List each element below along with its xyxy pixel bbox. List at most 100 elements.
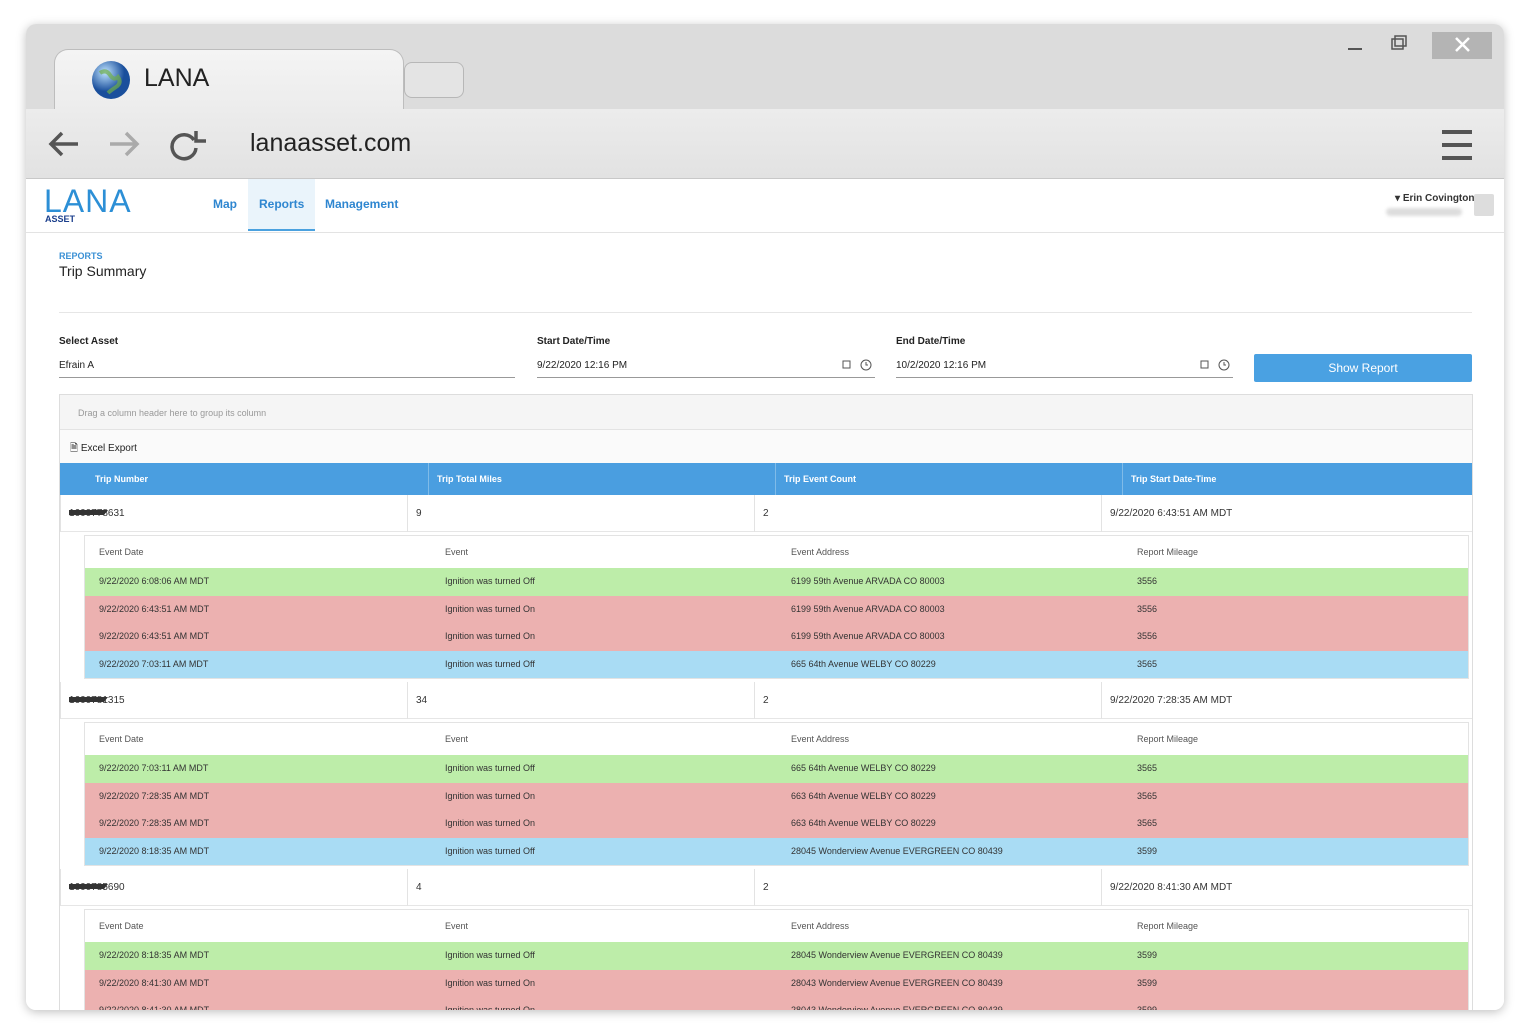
event-row: 9/22/2020 8:41:30 AM MDT Ignition was tur… [85,997,1468,1010]
app-bar: LANA ASSET ▾ Erin Covington Map Reports Ma… [26,179,1504,233]
event-cell: 3565 [1137,790,1158,801]
detail-column-header: Report Mileage [1137,921,1199,931]
trip-cell: 1600778631 [60,494,407,532]
event-cell: 3599 [1137,845,1158,856]
detail-table: Event Date Event Event Address Report Milea… [84,535,1469,679]
url[interactable]: lanaasset.com [250,129,412,157]
trip-cell: 1600781315 [60,681,407,719]
detail-table: Event Date Event Event Address Report Milea… [84,909,1469,1010]
column-header[interactable]: Trip Start Date-Time [1122,463,1469,495]
event-cell: Ignition was turned Off [445,576,535,586]
end-value: 10/2/2020 12:16 PM [896,360,987,371]
user-name[interactable]: ▾ Erin Covington [1395,193,1475,204]
field-label: End Date/Time [896,336,966,347]
detail-table: Event Date Event Event Address Report Milea… [84,722,1469,866]
event-cell: Ignition was turned On [445,818,536,828]
event-cell: Ignition was turned On [445,790,536,801]
event-row: 9/22/2020 6:43:51 AM MDT Ignition was tur… [85,595,1468,623]
event-cell: 665 64th Avenue WELBY CO 80229 [791,658,936,669]
trip-row[interactable]: 1600785690 4 2 9/22/2020 8:41:30 AM MDT [60,868,1472,906]
asset-input[interactable]: Efrain A [59,355,515,378]
new-tab[interactable] [404,62,464,98]
nav-buttons[interactable] [46,125,206,165]
avatar[interactable] [1474,194,1494,216]
logo: LANA [44,183,132,219]
trip-row[interactable]: 1600781315 34 2 9/22/2020 7:28:35 AM MDT [60,681,1472,719]
column-header[interactable]: Trip Event Count [775,463,1122,495]
trip-cell: 9/22/2020 6:43:51 AM MDT [1101,494,1448,532]
detail-column-header: Event Date [99,921,144,931]
trip-row[interactable]: 1600778631 9 2 9/22/2020 6:43:51 AM MDT [60,494,1472,532]
event-cell: 9/22/2020 8:18:35 AM MDT [99,950,210,960]
tab-title: LANA [144,64,210,92]
picker-icons [842,359,872,371]
event-cell: Ignition was turned Off [445,763,535,773]
detail-column-header: Report Mileage [1137,547,1199,557]
trip-cell: 9 [407,494,754,532]
event-row: 9/22/2020 7:28:35 AM MDT Ignition was tur… [85,810,1468,838]
trip-cell: 2 [754,681,1101,719]
app: LANA ASSET ▾ Erin Covington Map Reports Ma… [26,179,1504,1010]
start-input[interactable]: 9/22/2020 12:16 PM [537,355,875,378]
nav-item[interactable]: Reports [248,179,316,231]
event-cell: 3565 [1137,763,1158,773]
event-row: 9/22/2020 7:03:11 AM MDT Ignition was tur… [85,755,1468,783]
event-row: 9/22/2020 8:18:35 AM MDT Ignition was tur… [85,942,1468,970]
event-cell: Ignition was turned Off [445,658,535,669]
excel-export[interactable]: 🗎 Excel Export [60,430,1472,463]
event-cell: 28043 Wonderview Avenue EVERGREEN CO 804… [791,1005,1003,1010]
globe-icon [92,61,130,99]
nav-item[interactable]: Management [325,197,399,211]
event-cell: 9/22/2020 6:08:06 AM MDT [99,576,210,586]
event-cell: 6199 59th Avenue ARVADA CO 80003 [791,603,945,614]
logo-sub: ASSET [45,214,76,224]
trip-cell: 2 [754,494,1101,532]
expand-caret[interactable] [69,697,108,734]
window-controls [1348,32,1492,59]
expand-caret[interactable] [69,884,108,921]
event-cell: Ignition was turned Off [445,845,535,856]
event-cell: 6199 59th Avenue ARVADA CO 80003 [791,631,945,641]
event-cell: 663 64th Avenue WELBY CO 80229 [791,790,936,801]
event-cell: 9/22/2020 7:28:35 AM MDT [99,818,210,828]
browser-window: LANA lanaasset.com LANA ASSET ▾ Erin Cov… [26,24,1504,1010]
nav-item[interactable]: Map [213,197,237,211]
show-report-button[interactable]: Show Report [1254,354,1472,382]
event-cell: 9/22/2020 7:03:11 AM MDT [99,763,209,773]
detail-column-header: Event Address [791,734,850,744]
event-row: 9/22/2020 8:41:30 AM MDT Ignition was tur… [85,969,1468,997]
event-cell: 6199 59th Avenue ARVADA CO 80003 [791,576,945,586]
menu-icon[interactable] [1440,128,1474,162]
grid-body: 1600778631 9 2 9/22/2020 6:43:51 AM MDT Even… [60,494,1472,1010]
trip-cell: 4 [407,868,754,906]
event-cell: 9/22/2020 8:41:30 AM MDT [99,1005,210,1010]
event-cell: 9/22/2020 6:43:51 AM MDT [99,603,210,614]
event-cell: Ignition was turned Off [445,950,535,960]
column-header[interactable]: Trip Total Miles [428,463,775,495]
detail-column-header: Event Date [99,547,144,557]
event-row: 9/22/2020 6:43:51 AM MDT Ignition was tur… [85,623,1468,651]
detail-header: Event Date Event Event Address Report Milea… [85,910,1468,942]
trip-cell: 1600785690 [60,868,407,906]
trip-cell: 9/22/2020 8:41:30 AM MDT [1101,868,1448,906]
end-input[interactable]: 10/2/2020 12:16 PM [896,355,1233,378]
event-cell: 9/22/2020 6:43:51 AM MDT [99,631,210,641]
column-header[interactable]: Trip Number [95,474,149,484]
event-cell: 28045 Wonderview Avenue EVERGREEN CO 804… [791,845,1003,856]
event-cell: 9/22/2020 8:41:30 AM MDT [99,977,210,988]
detail-column-header: Report Mileage [1137,734,1199,744]
event-row: 9/22/2020 8:18:35 AM MDT Ignition was tur… [85,837,1468,865]
detail-header: Event Date Event Event Address Report Milea… [85,536,1468,568]
page-title: Trip Summary [59,263,147,279]
detail-column-header: Event [445,734,469,744]
detail-column-header: Event [445,547,469,557]
event-cell: 3556 [1137,603,1158,614]
event-cell: 3565 [1137,818,1158,828]
grid-header: Trip Number Trip Total Miles Trip Event Co… [60,463,1472,495]
event-cell: 9/22/2020 7:28:35 AM MDT [99,790,210,801]
divider [59,312,1472,313]
expand-caret[interactable] [69,510,108,547]
user-name-text: Erin Covington [1402,193,1475,204]
event-cell: 3599 [1137,950,1158,960]
